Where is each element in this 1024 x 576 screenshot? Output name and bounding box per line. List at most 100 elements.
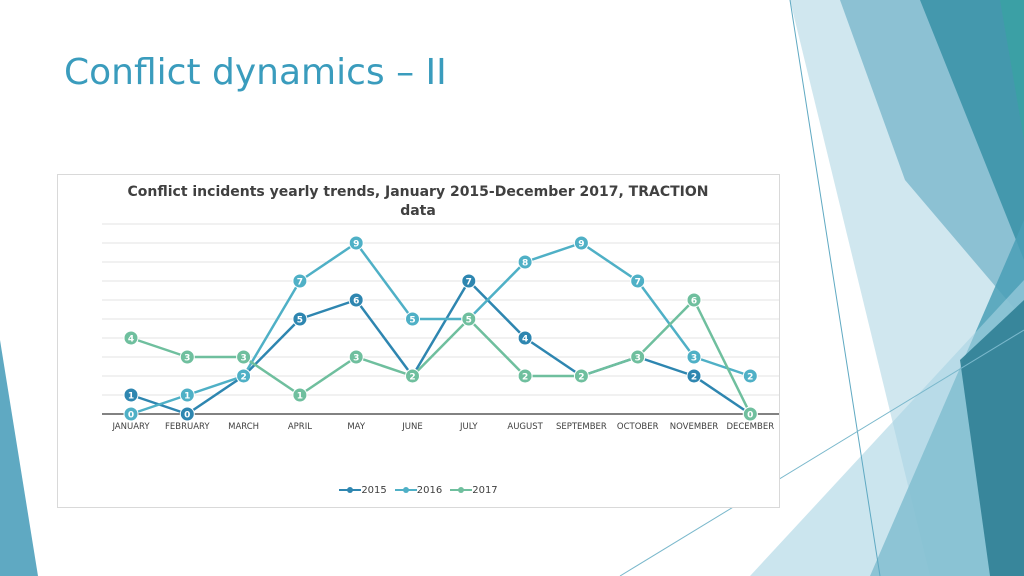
x-tick-label: NOVEMBER	[670, 422, 719, 432]
deco-right-dark-2	[960, 300, 1024, 576]
data-label: 5	[409, 316, 415, 326]
data-point	[179, 406, 195, 422]
series-line	[130, 241, 751, 416]
data-point	[405, 311, 420, 327]
data-point	[742, 368, 758, 384]
x-axis: JANUARY FEBRUARY MARCH APRIL MAY JUNE JULY AUGU…	[102, 413, 779, 432]
legend-label: 2015	[361, 485, 387, 496]
x-tick-label: APRIL	[288, 422, 312, 432]
legend-swatch	[339, 487, 362, 493]
data-point	[179, 387, 195, 403]
data-label: 4	[522, 335, 528, 345]
legend-item: 2016	[394, 485, 443, 496]
data-point	[348, 292, 364, 308]
x-tick-label: MAY	[347, 422, 365, 432]
series-lines: 102562742320012795589732433132522360	[123, 235, 758, 422]
legend-label: 2017	[472, 485, 498, 496]
x-tick-label: FEBRUARY	[165, 422, 210, 432]
deco-right-teal	[1000, 0, 1024, 140]
data-point	[405, 368, 420, 384]
data-label: 2	[747, 373, 753, 383]
data-label: 9	[578, 240, 584, 250]
series-line	[130, 298, 752, 415]
data-label: 1	[184, 392, 190, 402]
data-label: 8	[522, 259, 528, 269]
data-label: 3	[691, 354, 697, 364]
data-label: 2	[578, 373, 584, 383]
data-label: 3	[240, 354, 246, 364]
data-label: 2	[522, 373, 528, 383]
data-point	[292, 273, 308, 289]
legend-item: 2017	[450, 485, 498, 496]
x-tick-label: MARCH	[228, 422, 259, 432]
data-label: 3	[635, 354, 641, 364]
data-label: 6	[353, 297, 359, 307]
data-point	[461, 311, 477, 327]
x-tick-label: SEPTEMBER	[556, 422, 607, 432]
deco-line-2	[619, 329, 1024, 576]
data-point	[236, 349, 252, 365]
data-point	[686, 368, 702, 384]
data-label: 7	[297, 278, 303, 288]
deco-left-strip	[0, 340, 38, 576]
series-2017: 4 3 3 1 3 2 5 2 2 3 6 0	[123, 292, 758, 422]
data-point	[573, 235, 589, 251]
slide-title: Conflict dynamics – II	[64, 52, 447, 93]
data-point	[686, 349, 702, 365]
data-label: 3	[184, 354, 190, 364]
data-point	[123, 330, 139, 346]
data-label: 2	[691, 373, 697, 383]
x-tick-label: JUNE	[401, 422, 422, 432]
chart-legend: 2015 2016 2017	[58, 485, 779, 496]
deco-line-1	[789, 0, 881, 576]
deco-right-light-2	[750, 280, 1024, 576]
data-point	[179, 349, 195, 365]
data-point	[742, 406, 758, 422]
data-label: 9	[353, 240, 359, 250]
line-chart: JANUARY FEBRUARY MARCH APRIL MAY JUNE JULY AUGU…	[102, 223, 779, 432]
chart-title: Conflict incidents yearly trends, Januar…	[127, 184, 709, 219]
data-point	[292, 311, 308, 327]
legend-swatch	[450, 487, 473, 493]
data-point	[686, 292, 702, 308]
data-point	[236, 368, 252, 384]
data-label: 0	[184, 411, 190, 421]
data-label: 6	[691, 297, 697, 307]
x-tick-label: DECEMBER	[726, 422, 774, 432]
legend-item: 2015	[339, 485, 387, 496]
series-2015: 1 0 2 5 6 2 7 4 2 3 2 0	[123, 273, 758, 422]
data-label: 1	[297, 392, 303, 402]
data-point	[573, 368, 589, 384]
data-label: 5	[297, 316, 303, 326]
data-label: 0	[128, 411, 134, 421]
data-point	[123, 406, 139, 422]
x-tick-label: OCTOBER	[617, 422, 659, 432]
chart-container: JANUARY FEBRUARY MARCH APRIL MAY JUNE JULY AUGU…	[57, 174, 780, 508]
data-point	[348, 235, 364, 251]
data-label: 7	[635, 278, 641, 288]
data-point	[348, 349, 364, 365]
x-tick-label: JANUARY	[111, 422, 150, 432]
data-label: 2	[240, 373, 246, 383]
x-tick-label: JULY	[459, 422, 478, 432]
data-label: 4	[128, 335, 134, 345]
deco-right-dark-1	[920, 0, 1024, 260]
data-label: 2	[409, 373, 415, 383]
data-point	[517, 254, 533, 270]
data-label: 5	[466, 316, 472, 326]
data-point	[461, 273, 477, 289]
x-tick-label: AUGUST	[507, 422, 543, 432]
data-label: 3	[353, 354, 359, 364]
data-label: 7	[466, 278, 472, 288]
data-point	[292, 387, 308, 403]
series-line	[130, 279, 751, 416]
data-point	[630, 349, 646, 365]
legend-label: 2016	[416, 485, 443, 496]
data-point	[630, 273, 646, 289]
legend-swatch	[394, 487, 417, 493]
data-point	[517, 330, 533, 346]
data-point	[517, 368, 533, 384]
data-label: 1	[128, 392, 134, 402]
data-point	[123, 387, 139, 403]
